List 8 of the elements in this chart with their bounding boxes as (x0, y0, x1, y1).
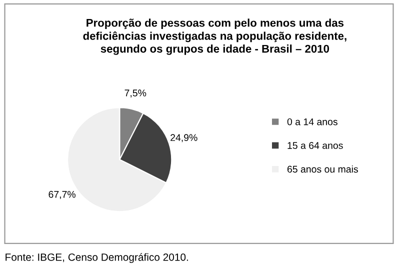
data-label: 24,9% (170, 134, 198, 142)
chart-title: Proporção de pessoas com pelo menos uma das deficiências investigadas na população residente, segundo os grupos de idade - Brasil – 2010 (83, 18, 346, 55)
legend-label: 15 a 64 anos (288, 142, 343, 149)
legend-label: 65 anos ou mais (287, 165, 358, 173)
data-label: 7,5% (124, 90, 146, 98)
data-label: 67,7% (48, 190, 76, 199)
source-note: Fonte: IBGE, Censo Demográfico 2010. (6, 253, 188, 263)
legend-label: 0 a 14 anos (287, 118, 338, 126)
